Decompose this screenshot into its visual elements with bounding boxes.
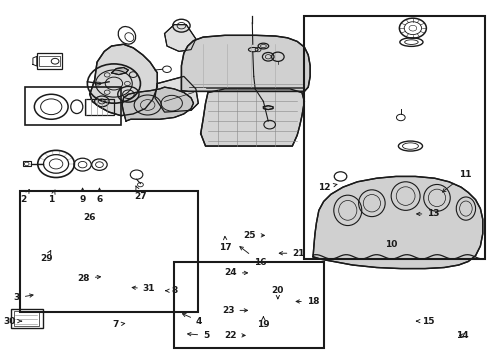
Text: 1: 1 xyxy=(48,190,55,204)
Text: 17: 17 xyxy=(219,237,232,252)
Text: 19: 19 xyxy=(257,317,269,329)
Polygon shape xyxy=(155,76,198,112)
Bar xyxy=(85,99,114,114)
Bar xyxy=(304,16,484,258)
Text: 9: 9 xyxy=(79,188,85,204)
Bar xyxy=(20,191,198,312)
Text: 6: 6 xyxy=(96,188,102,204)
Bar xyxy=(11,309,42,328)
Bar xyxy=(174,262,323,348)
Text: 21: 21 xyxy=(279,249,304,258)
Text: 3: 3 xyxy=(14,293,33,302)
Polygon shape xyxy=(122,87,193,121)
Polygon shape xyxy=(90,44,157,116)
Text: 10: 10 xyxy=(384,240,397,249)
Bar xyxy=(37,53,61,69)
Text: 4: 4 xyxy=(182,314,202,325)
Polygon shape xyxy=(200,89,304,146)
Text: 7: 7 xyxy=(112,320,124,329)
Text: 8: 8 xyxy=(165,286,178,295)
Polygon shape xyxy=(312,176,482,269)
Bar xyxy=(25,87,121,125)
Text: 2: 2 xyxy=(20,190,29,204)
Text: 20: 20 xyxy=(271,286,284,299)
Bar xyxy=(23,161,30,166)
Text: 26: 26 xyxy=(83,213,96,222)
Text: 5: 5 xyxy=(187,331,209,340)
Text: 12: 12 xyxy=(318,183,336,192)
Text: 14: 14 xyxy=(455,331,468,340)
Text: 27: 27 xyxy=(134,186,146,201)
Text: 25: 25 xyxy=(243,231,264,240)
Text: 22: 22 xyxy=(224,331,244,340)
Text: 18: 18 xyxy=(296,297,319,306)
Text: 13: 13 xyxy=(416,210,439,219)
Text: 30: 30 xyxy=(3,316,21,325)
Bar xyxy=(39,56,60,66)
Text: 31: 31 xyxy=(132,284,155,293)
Text: 29: 29 xyxy=(40,251,53,263)
Polygon shape xyxy=(181,35,309,91)
Polygon shape xyxy=(111,67,128,75)
Polygon shape xyxy=(164,24,196,51)
Text: 28: 28 xyxy=(77,274,101,283)
Text: 15: 15 xyxy=(416,316,434,325)
Text: 11: 11 xyxy=(442,170,470,192)
Text: 23: 23 xyxy=(222,306,247,315)
Polygon shape xyxy=(263,106,272,110)
Text: 24: 24 xyxy=(224,268,247,277)
Text: 16: 16 xyxy=(240,247,265,267)
Bar xyxy=(14,311,39,326)
